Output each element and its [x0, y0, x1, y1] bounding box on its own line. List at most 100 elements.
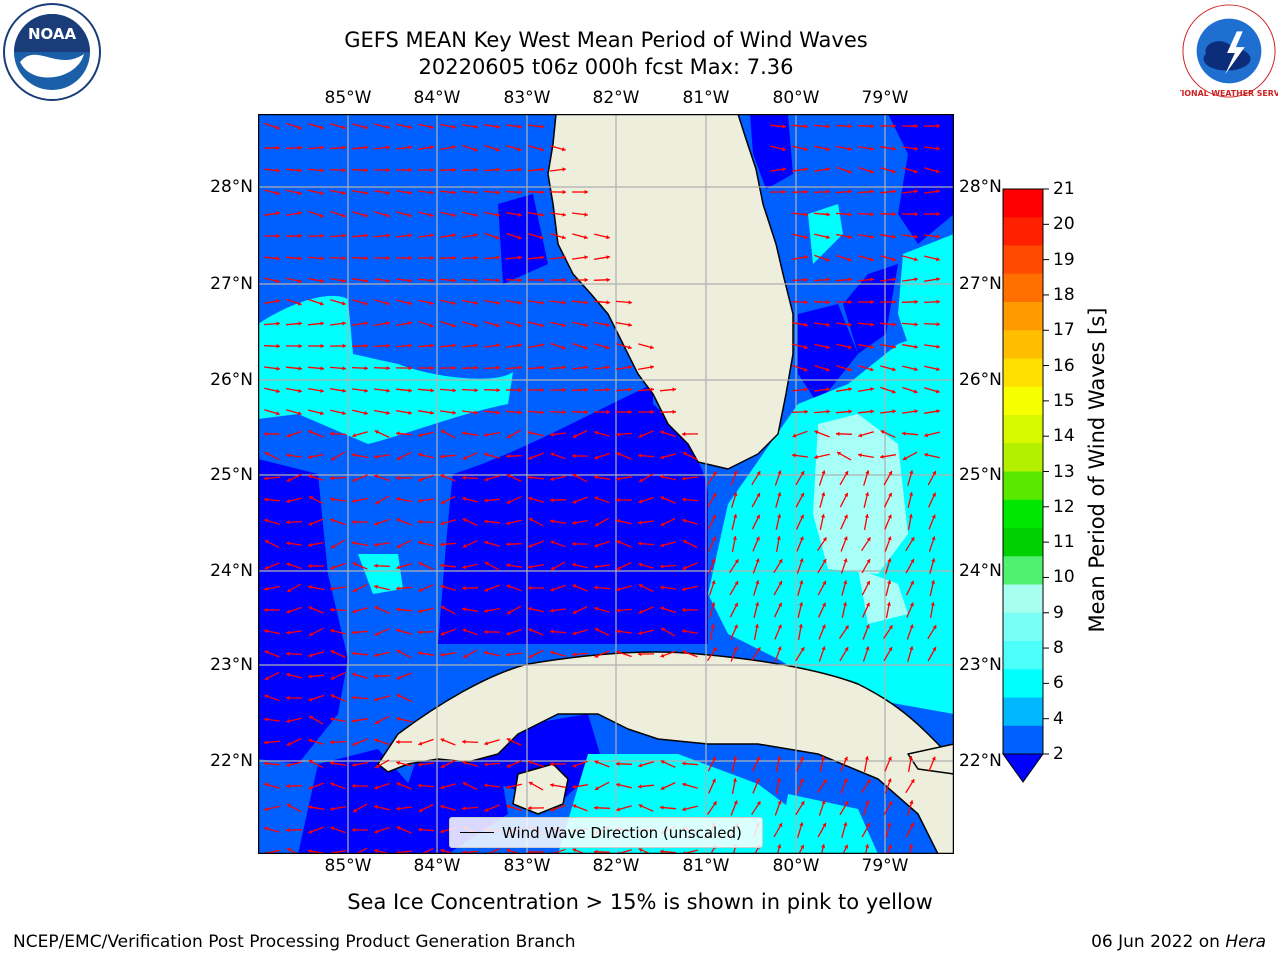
wave-direction-arrowhead [814, 430, 819, 435]
wave-direction-arrowhead [843, 536, 848, 541]
wave-direction-arrowhead [540, 167, 544, 172]
wave-direction-arrowhead [848, 344, 852, 350]
wave-direction-arrowhead [848, 189, 852, 194]
wave-direction-arrowhead [616, 782, 620, 787]
wave-direction-arrowhead [892, 146, 896, 151]
wave-direction-arrowhead [320, 343, 324, 349]
wave-direction-arrowhead [909, 492, 914, 496]
wave-direction-arrowhead [584, 212, 588, 217]
wave-direction-arrowhead [540, 410, 544, 415]
wave-direction-arrowhead [638, 609, 643, 614]
wave-direction-arrowhead [572, 562, 576, 568]
colorbar-tick-label: 14 [1053, 426, 1075, 447]
wave-direction-arrowhead [638, 433, 643, 438]
wave-direction-arrowhead [286, 718, 290, 724]
wave-direction-arrowhead [776, 536, 781, 540]
wave-direction-arrowhead [914, 211, 918, 217]
wave-direction-arrowhead [660, 786, 665, 790]
wave-direction-arrowhead [584, 410, 588, 415]
wave-direction-arrowhead [352, 519, 356, 525]
wave-direction-arrowhead [484, 561, 489, 566]
wave-direction-arrowhead [782, 167, 786, 172]
wave-direction-arrowhead [462, 739, 466, 744]
wave-direction-arrowhead [309, 715, 313, 720]
wave-direction-arrowhead [352, 741, 357, 746]
wave-direction-arrowhead [462, 543, 467, 548]
wave-direction-arrowhead [776, 778, 781, 782]
wave-direction-arrowhead [540, 124, 544, 129]
longitude-label-bottom: 81°W [682, 856, 730, 876]
wave-direction-arrowhead [848, 234, 852, 239]
wave-direction-arrowhead [286, 630, 290, 635]
wave-direction-arrowhead [484, 650, 488, 656]
wave-direction-arrowhead [396, 431, 400, 436]
wave-direction-arrowhead [628, 365, 632, 370]
wave-direction-arrowhead [733, 624, 738, 629]
wave-direction-arrowhead [264, 540, 269, 544]
wave-direction-arrowhead [308, 521, 313, 526]
wave-direction-arrowhead [418, 498, 422, 503]
wave-direction-arrowhead [755, 778, 760, 783]
wave-direction-arrowhead [826, 189, 830, 194]
wave-direction-arrowhead [870, 234, 874, 239]
wave-direction-arrowhead [909, 602, 914, 607]
wave-direction-arrowhead [562, 323, 566, 328]
wave-direction-arrowhead [320, 411, 324, 416]
wave-direction-arrowhead [892, 234, 896, 239]
wave-direction-arrowhead [550, 783, 554, 788]
wave-direction-arrowhead [914, 344, 918, 349]
wave-direction-arrowhead [506, 631, 511, 636]
wave-direction-arrowhead [408, 365, 412, 371]
wave-direction-arrowhead [507, 434, 511, 439]
wave-direction-arrowhead [847, 169, 852, 174]
longitude-label-bottom: 82°W [592, 856, 640, 876]
wave-direction-arrowhead [452, 278, 456, 283]
wave-direction-arrowhead [870, 189, 874, 194]
wave-direction-arrowhead [352, 762, 356, 767]
wave-direction-arrowhead [804, 255, 808, 260]
wave-direction-arrowhead [540, 387, 544, 393]
wave-direction-arrowhead [462, 628, 467, 633]
wave-direction-arrowhead [352, 433, 357, 438]
wave-direction-arrowhead [660, 522, 665, 526]
wave-direction-arrowhead [276, 145, 280, 150]
wave-direction-arrowhead [386, 125, 390, 130]
wave-direction-arrowhead [562, 387, 566, 393]
wave-direction-arrowhead [496, 365, 500, 370]
wave-direction-arrowhead [836, 431, 840, 436]
wave-direction-arrowhead [418, 562, 423, 566]
wave-direction-arrowhead [732, 778, 737, 782]
wave-direction-arrowhead [286, 742, 291, 746]
wave-direction-arrowhead [660, 653, 665, 658]
colorbar-tick-label: 13 [1053, 461, 1075, 482]
wave-direction-arrowhead [682, 565, 687, 570]
wave-direction-arrowhead [887, 536, 892, 541]
wave-direction-arrowhead [804, 322, 808, 327]
wave-direction-arrowhead [712, 493, 717, 498]
wave-direction-arrowhead [264, 518, 269, 523]
wave-direction-arrowhead [826, 146, 830, 152]
wave-direction-arrowhead [275, 411, 280, 416]
wave-direction-arrowhead [474, 365, 478, 370]
wave-direction-arrowhead [364, 321, 368, 326]
wave-direction-arrowhead [418, 477, 423, 482]
wave-direction-arrowhead [386, 145, 390, 150]
wave-direction-arrowhead [386, 343, 390, 348]
wave-direction-arrowhead [286, 433, 291, 438]
wave-direction-arrowhead [799, 778, 804, 783]
wave-direction-arrowhead [561, 345, 566, 350]
wave-direction-arrowhead [682, 629, 686, 634]
wave-direction-arrowhead [804, 235, 808, 240]
wave-direction-arrowhead [286, 478, 291, 482]
wave-direction-arrowhead [682, 586, 686, 592]
wave-direction-arrowhead [452, 190, 456, 195]
wave-direction-arrowhead [804, 189, 808, 194]
wave-direction-arrowhead [572, 520, 576, 525]
wave-direction-arrowhead [777, 756, 782, 760]
wave-direction-arrowhead [869, 257, 874, 262]
wave-direction-arrowhead [374, 563, 378, 568]
wave-direction-arrowhead [887, 778, 892, 783]
wave-direction-arrowhead [865, 800, 870, 805]
wave-direction-arrowhead [418, 808, 423, 812]
wave-direction-arrowhead [264, 476, 268, 481]
